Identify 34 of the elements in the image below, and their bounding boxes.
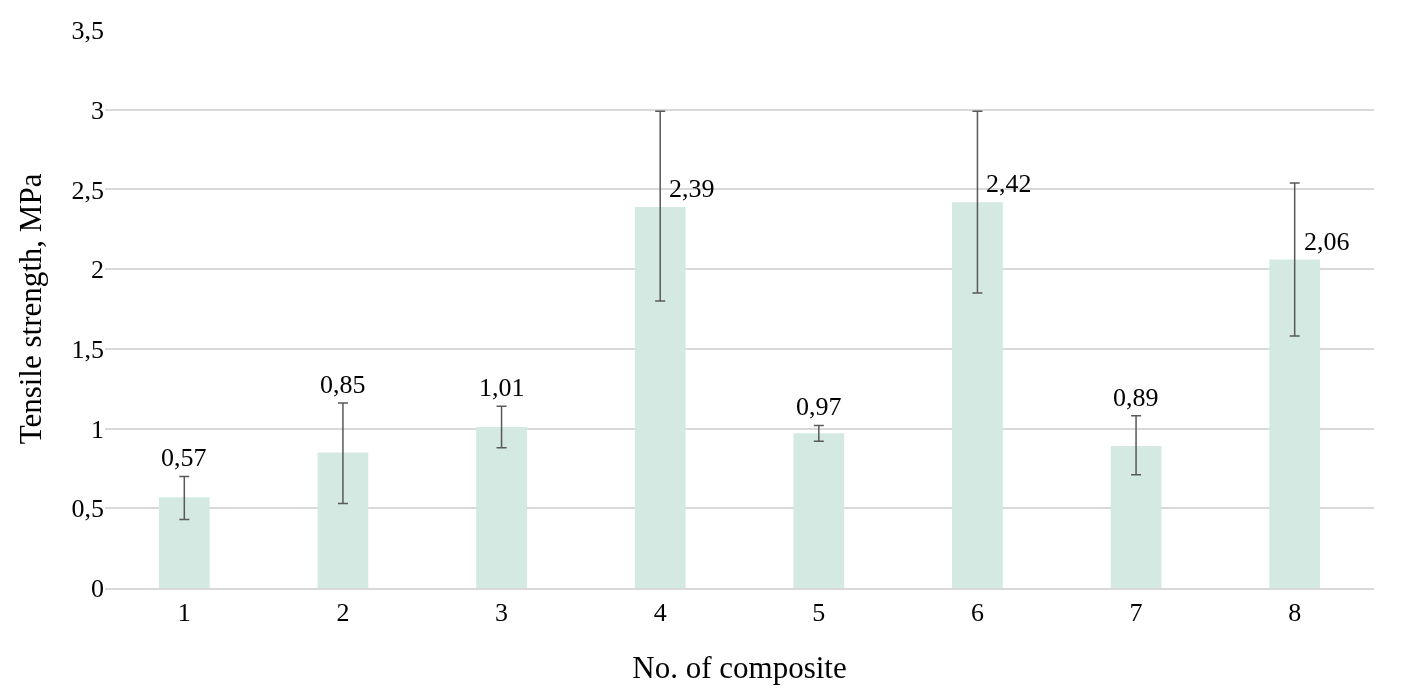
data-label: 1,01 (479, 373, 525, 402)
data-label: 0,89 (1113, 383, 1159, 412)
x-tick-label: 1 (177, 597, 191, 627)
bar (793, 433, 845, 588)
x-tick-label: 3 (495, 597, 509, 627)
bar (952, 202, 1003, 588)
x-tick-label: 2 (336, 597, 350, 627)
y-tick-label: 0 (91, 574, 104, 604)
y-tick-label: 1 (91, 414, 104, 444)
bar (158, 497, 210, 588)
y-axis-title: Tensile strength, MPa (13, 173, 49, 445)
y-tick-label: 1,5 (71, 334, 104, 364)
x-tick-label: 8 (1288, 597, 1302, 627)
y-tick-label: 2 (91, 255, 104, 285)
bar (476, 426, 527, 588)
data-label: 2,42 (986, 169, 1032, 198)
data-label: 0,57 (161, 443, 207, 472)
data-label: 0,85 (320, 370, 366, 399)
data-label: 2,39 (669, 174, 715, 203)
bar (634, 206, 686, 588)
y-tick-label: 3 (91, 95, 104, 125)
x-axis-title: No. of composite (632, 649, 847, 685)
y-tick-label: 3,5 (71, 16, 104, 46)
y-tick-label: 0,5 (71, 494, 104, 524)
x-tick-label: 5 (812, 597, 826, 627)
y-tick-label: 2,5 (71, 175, 104, 205)
data-label: 0,97 (796, 392, 842, 421)
bar (1269, 259, 1321, 588)
x-tick-label: 4 (653, 597, 667, 627)
bar (1110, 446, 1162, 588)
bar (317, 452, 369, 588)
data-label: 2,06 (1304, 227, 1350, 256)
x-tick-label: 6 (970, 597, 984, 627)
x-tick-label: 7 (1129, 597, 1143, 627)
